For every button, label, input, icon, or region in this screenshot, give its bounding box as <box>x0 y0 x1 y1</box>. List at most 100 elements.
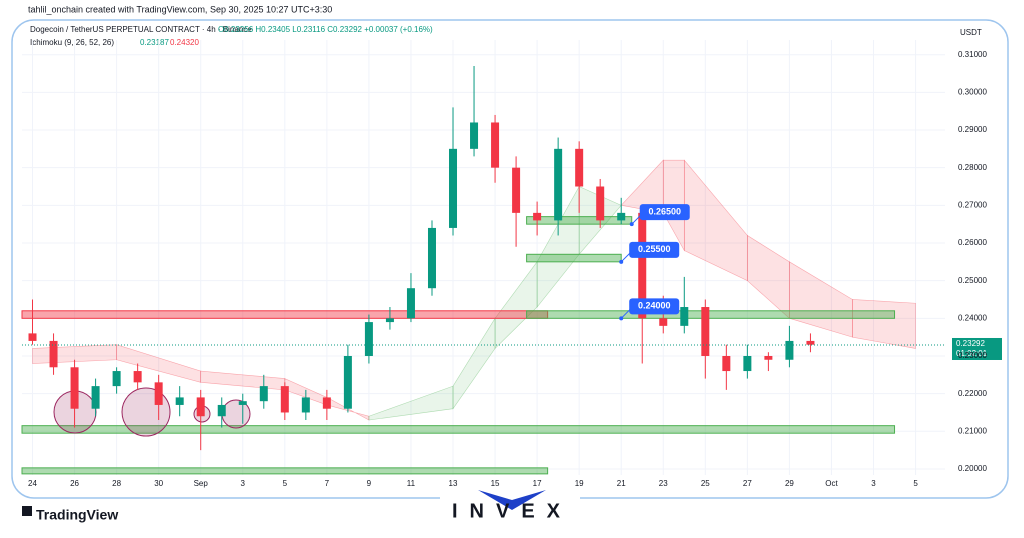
zone <box>21 425 896 434</box>
x-tick-label: 19 <box>575 479 584 488</box>
unit: USDT <box>960 28 982 37</box>
y-tick-label: 0.25000 <box>958 276 987 285</box>
candle-body <box>301 397 310 413</box>
candle-body <box>364 322 373 356</box>
candle-body <box>259 386 268 402</box>
annotation-label: 0.25500 <box>638 244 671 254</box>
candle-body <box>701 307 710 356</box>
candle-body <box>49 340 58 368</box>
y-tick-label: 0.26000 <box>958 238 987 247</box>
candle-body <box>133 371 142 383</box>
x-tick-label: 29 <box>785 479 794 488</box>
candle-body <box>175 397 184 405</box>
candle-body <box>28 333 37 341</box>
ohlc: O0.23256 H0.23405 L0.23116 C0.23292 +0.0… <box>218 25 433 34</box>
candle-body <box>196 397 205 417</box>
candle-body <box>512 167 521 213</box>
candle-body <box>491 122 500 168</box>
candle-body <box>596 186 605 221</box>
y-tick-label: 0.22000 <box>958 389 987 398</box>
cloud <box>683 159 748 282</box>
y-tick-label: 0.24000 <box>958 313 987 322</box>
header: tahlil_onchain created with TradingView.… <box>28 4 332 14</box>
candle-body <box>659 318 668 326</box>
cloud <box>494 260 538 350</box>
y-tick-label: 0.28000 <box>958 163 987 172</box>
y-tick-label: 0.31000 <box>958 50 987 59</box>
indicator-value: 0.24320 <box>170 38 199 47</box>
candle-body <box>743 355 752 372</box>
candle-body <box>154 382 163 405</box>
candle-body <box>406 288 415 319</box>
annotation-box <box>629 298 680 315</box>
last-price: 0.23292 <box>956 339 985 348</box>
candle-body <box>112 371 121 387</box>
y-tick-label: 0.29000 <box>958 125 987 134</box>
x-tick-label: 21 <box>617 479 626 488</box>
candle-body <box>91 386 100 409</box>
last-price-box <box>952 337 1002 360</box>
y-tick-label: 0.30000 <box>958 87 987 96</box>
x-tick-label: 23 <box>659 479 668 488</box>
candle-body <box>638 212 647 319</box>
candle-body <box>806 340 815 345</box>
y-tick-label: 0.20000 <box>958 464 987 473</box>
x-tick-label: 15 <box>491 479 500 488</box>
x-tick-label: Sep <box>194 479 209 488</box>
x-tick-label: Oct <box>825 479 838 488</box>
candle-body <box>322 397 331 409</box>
zone <box>526 310 896 319</box>
candle-body <box>764 355 773 360</box>
candle-body <box>617 212 626 221</box>
candle-body <box>554 148 563 221</box>
brand-icon <box>22 506 32 516</box>
x-tick-label: 7 <box>325 479 330 488</box>
cloud <box>789 261 853 338</box>
candle-body <box>343 355 352 409</box>
candle-body <box>449 148 458 228</box>
candle-body <box>722 355 731 372</box>
countdown: 01:02:01 <box>956 349 988 358</box>
y-tick-label: 0.21000 <box>958 426 987 435</box>
candle-body <box>785 340 794 360</box>
y-tick-label: 0.23000 <box>958 351 987 360</box>
cloud <box>368 385 454 421</box>
x-tick-label: 30 <box>154 479 163 488</box>
cloud <box>116 344 202 383</box>
cloud <box>747 234 790 319</box>
x-tick-label: 11 <box>407 479 416 488</box>
candle-body <box>470 122 479 149</box>
x-tick-label: 27 <box>743 479 752 488</box>
logo: INVEX <box>452 500 572 522</box>
candle-body <box>280 386 289 413</box>
cloud <box>452 317 496 410</box>
candle-body <box>680 307 689 326</box>
candle-body <box>575 148 584 187</box>
x-tick-label: 24 <box>28 479 37 488</box>
annotation-label: 0.24000 <box>638 301 671 311</box>
x-tick-label: 5 <box>913 479 918 488</box>
zone <box>21 310 549 319</box>
x-tick-label: 13 <box>449 479 458 488</box>
x-tick-label: 26 <box>70 479 79 488</box>
highlight <box>121 387 171 437</box>
candle-body <box>217 404 226 417</box>
candle-body <box>70 367 79 409</box>
candle-body <box>385 318 394 323</box>
x-tick-label: 17 <box>533 479 542 488</box>
x-tick-label: 3 <box>241 479 246 488</box>
indicator: Ichimoku (9, 26, 52, 26) <box>30 38 114 47</box>
y-tick-label: 0.27000 <box>958 200 987 209</box>
indicator-value: 0.23187 <box>140 38 169 47</box>
logo-mark <box>478 490 546 510</box>
zone <box>21 467 549 475</box>
x-tick-label: 9 <box>367 479 372 488</box>
annotation-box <box>639 204 690 221</box>
x-tick-label: 5 <box>283 479 288 488</box>
annotation-box <box>629 241 680 258</box>
x-tick-label: 3 <box>871 479 876 488</box>
cloud <box>852 299 916 349</box>
x-tick-label: 28 <box>112 479 121 488</box>
brand: TradingView <box>36 507 118 523</box>
